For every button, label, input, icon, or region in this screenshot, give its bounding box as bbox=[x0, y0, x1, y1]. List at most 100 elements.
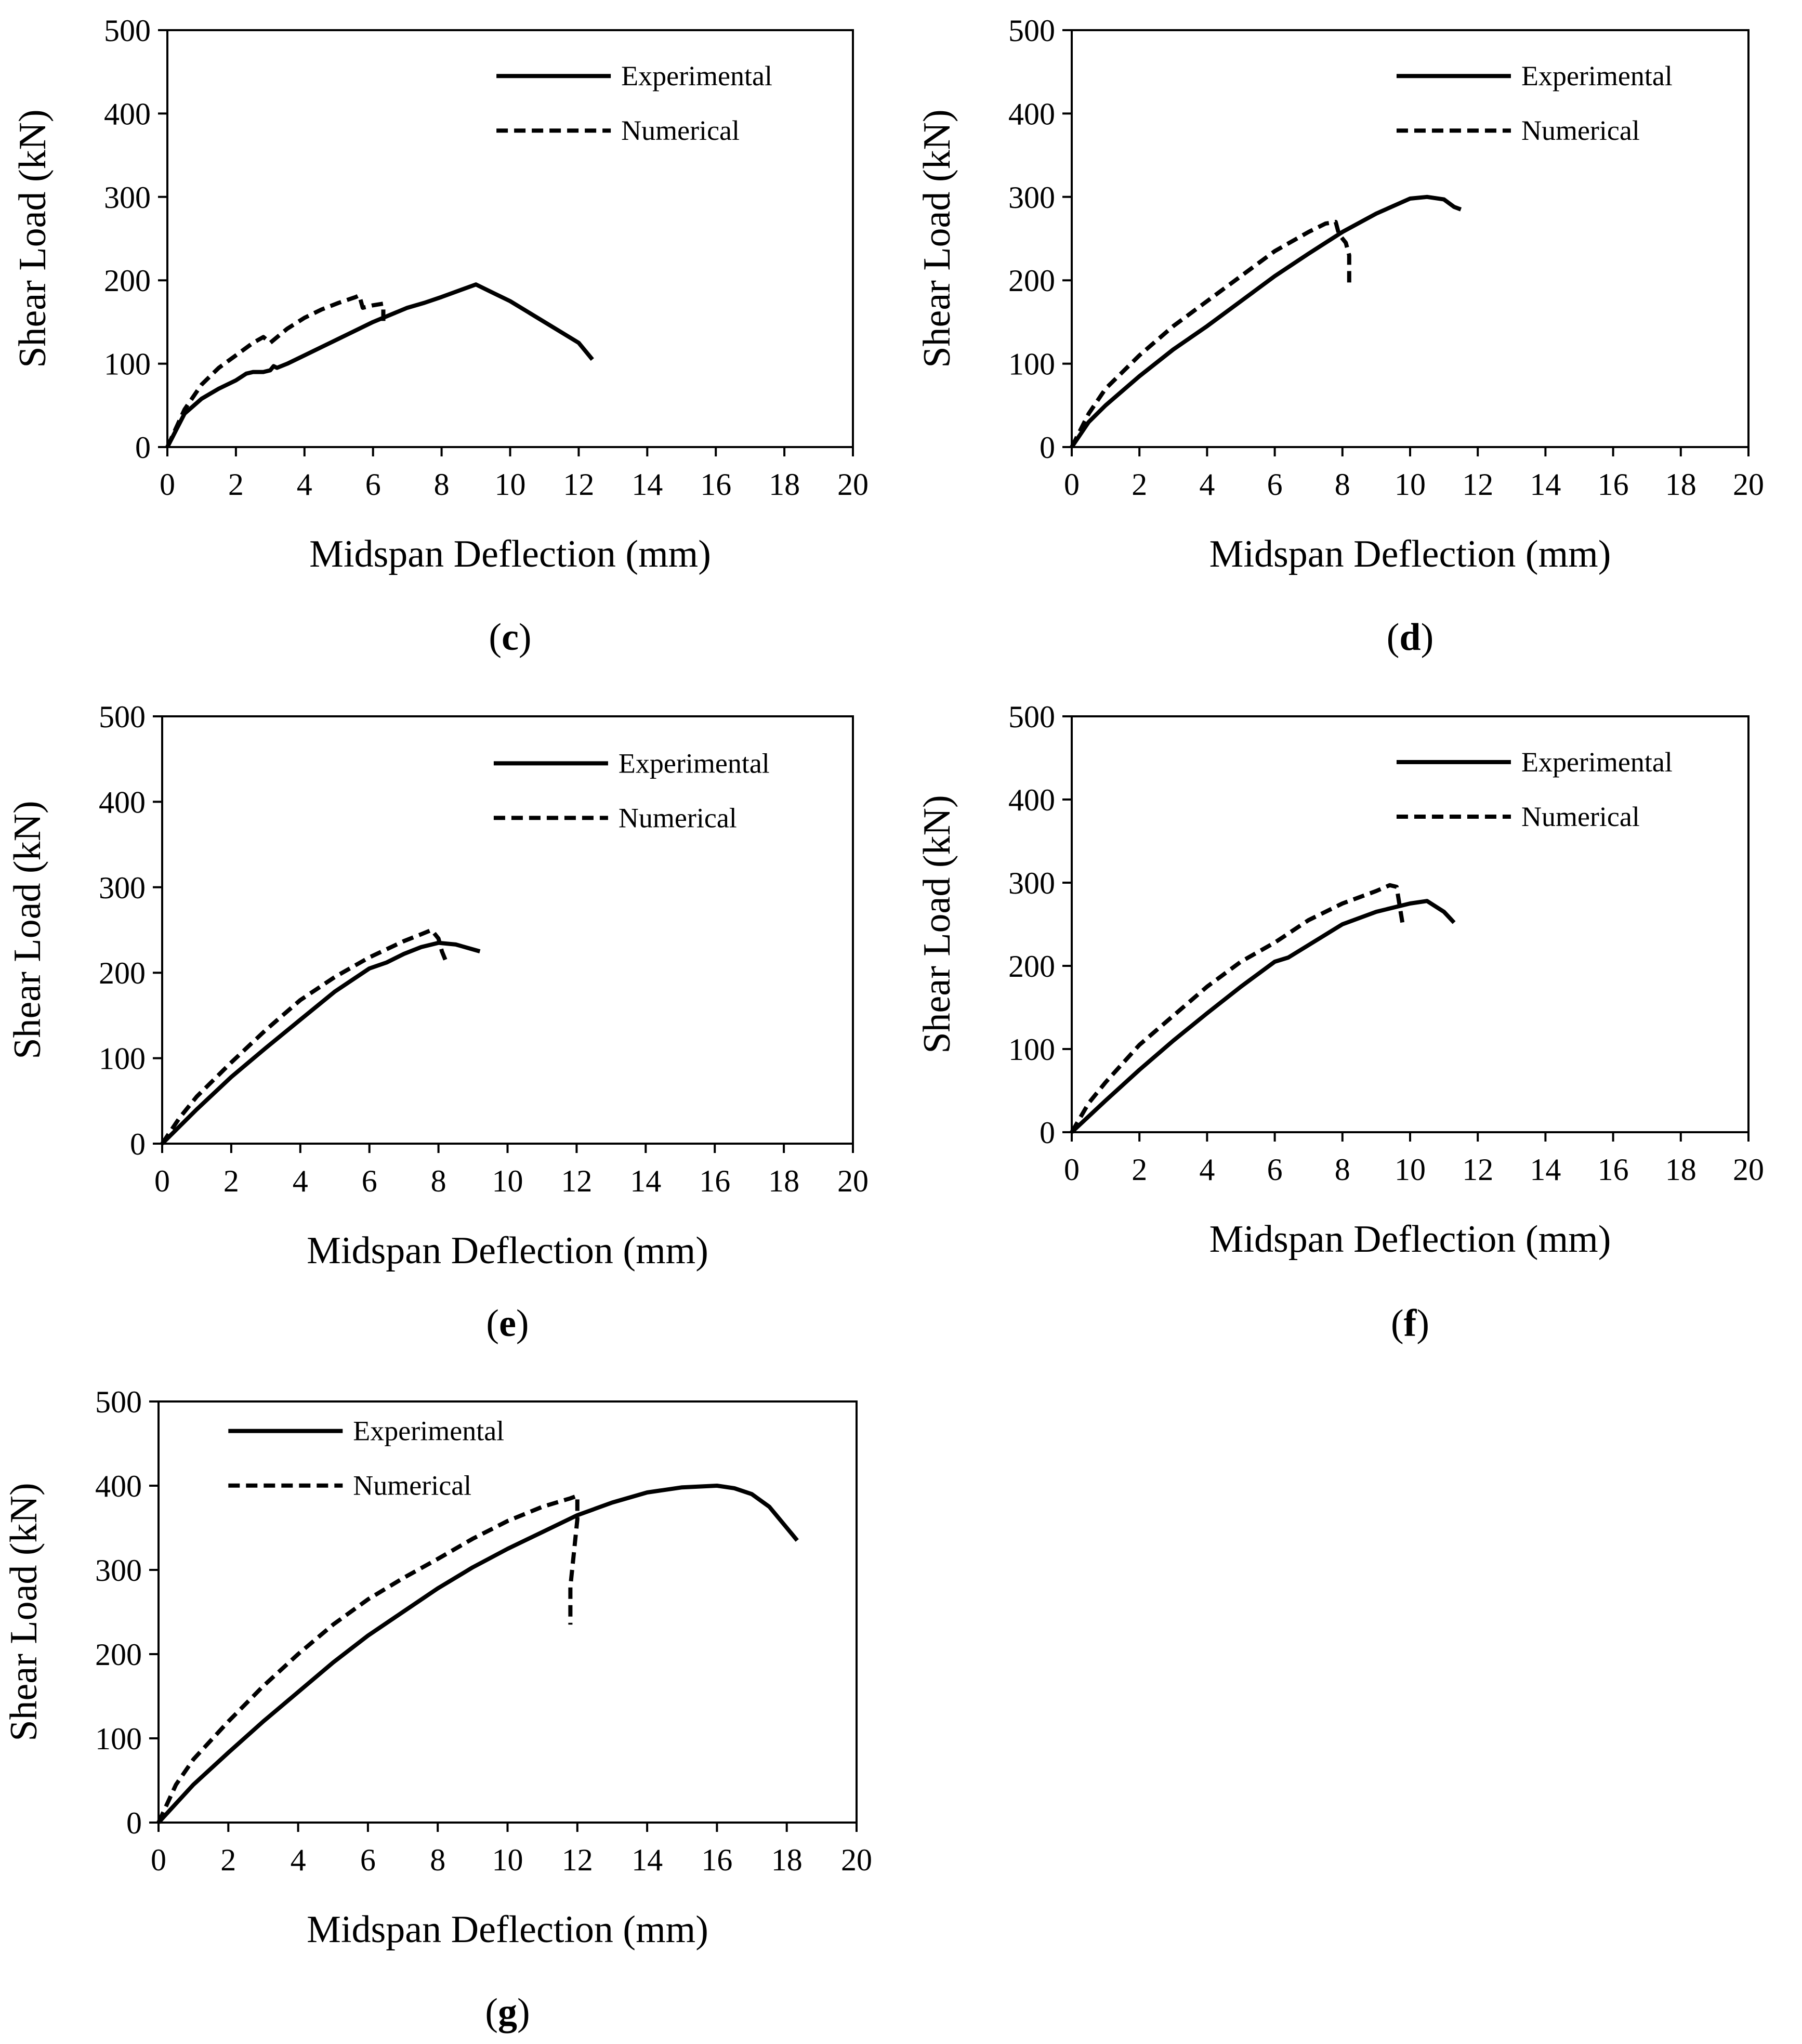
legend-label: Numerical bbox=[621, 115, 740, 146]
legend-label: Numerical bbox=[353, 1470, 471, 1501]
x-tick-label: 10 bbox=[492, 1843, 523, 1877]
series-line-numerical bbox=[165, 293, 386, 448]
x-tick-label: 16 bbox=[701, 1843, 732, 1877]
x-tick-label: 4 bbox=[297, 467, 312, 502]
x-tick-label: 0 bbox=[160, 467, 175, 502]
x-tick-label: 20 bbox=[1733, 1152, 1764, 1187]
y-tick-label: 200 bbox=[104, 264, 151, 298]
series-line-experimental bbox=[157, 1484, 799, 1824]
x-tick-label: 0 bbox=[1064, 1152, 1080, 1187]
x-tick-label: 4 bbox=[291, 1843, 306, 1877]
y-tick-label: 100 bbox=[99, 1042, 146, 1076]
x-tick-label: 2 bbox=[1132, 1152, 1147, 1187]
y-tick-label: 400 bbox=[99, 785, 146, 819]
x-tick-label: 4 bbox=[1199, 467, 1215, 502]
plot-frame bbox=[1071, 29, 1750, 448]
chart-panel-e: 0 100 200 300 400 500 0 2 4 6 8 10 12 14 16 18 20 Midspan… bbox=[6, 700, 869, 1345]
x-tick-label: 6 bbox=[1267, 467, 1283, 502]
series-line-numerical bbox=[1070, 219, 1351, 448]
y-tick-label: 400 bbox=[104, 97, 151, 131]
series-line-numerical bbox=[1070, 883, 1405, 1134]
x-tick-label: 20 bbox=[837, 467, 869, 502]
legend-label: Experimental bbox=[621, 60, 772, 91]
plot-frame bbox=[161, 715, 854, 1145]
plot-frame bbox=[157, 1400, 858, 1824]
x-tick-label: 16 bbox=[1598, 1152, 1629, 1187]
x-tick-label: 18 bbox=[771, 1843, 803, 1877]
y-tick-label: 300 bbox=[99, 871, 146, 905]
x-tick-label: 0 bbox=[1064, 467, 1080, 502]
chart-panel-f: 0 100 200 300 400 500 0 2 4 6 8 10 12 14 16 18 20 Midspan… bbox=[916, 700, 1764, 1345]
y-tick-label: 400 bbox=[1008, 97, 1055, 131]
y-tick-label: 500 bbox=[1008, 14, 1055, 48]
y-tick-label: 100 bbox=[104, 347, 151, 382]
y-axis-label: Shear Load (kN) bbox=[3, 1483, 45, 1741]
x-tick-label: 4 bbox=[1199, 1152, 1215, 1187]
x-tick-label: 4 bbox=[293, 1164, 308, 1198]
x-tick-label: 10 bbox=[1395, 467, 1426, 502]
series-line-experimental bbox=[1070, 899, 1456, 1134]
chart-panel-c: 0 100 200 300 400 500 0 2 4 6 8 10 12 14 16 18 20 Midspan… bbox=[11, 14, 869, 659]
x-tick-label: 16 bbox=[1598, 467, 1629, 502]
x-tick-label: 10 bbox=[495, 467, 526, 502]
x-axis-label: Midspan Deflection (mm) bbox=[307, 1908, 708, 1951]
x-tick-label: 2 bbox=[220, 1843, 236, 1877]
x-tick-label: 10 bbox=[1395, 1152, 1426, 1187]
x-tick-label: 6 bbox=[362, 1164, 377, 1198]
plot-frame bbox=[1071, 715, 1750, 1133]
y-tick-label: 500 bbox=[1008, 700, 1055, 734]
series-line-experimental bbox=[1070, 194, 1462, 449]
y-tick-label: 200 bbox=[99, 956, 146, 990]
x-axis-label: Midspan Deflection (mm) bbox=[1209, 533, 1611, 575]
series-line-numerical bbox=[156, 1493, 580, 1824]
x-tick-label: 2 bbox=[228, 467, 244, 502]
y-tick-label: 100 bbox=[1008, 347, 1055, 382]
x-tick-label: 20 bbox=[1733, 467, 1764, 502]
legend-label: Experimental bbox=[353, 1416, 504, 1447]
series-line-experimental bbox=[165, 282, 594, 448]
legend-label: Numerical bbox=[619, 802, 737, 833]
legend-label: Experimental bbox=[619, 748, 770, 779]
x-axis-label: Midspan Deflection (mm) bbox=[307, 1229, 708, 1272]
y-axis-label: Shear Load (kN) bbox=[916, 795, 958, 1053]
x-tick-label: 8 bbox=[1335, 1152, 1350, 1187]
chart-panel-g: 0 100 200 300 400 500 0 2 4 6 8 10 12 14 16 18 20 Midspan… bbox=[3, 1385, 872, 2034]
y-tick-label: 500 bbox=[99, 700, 146, 734]
y-tick-label: 200 bbox=[95, 1637, 142, 1672]
x-tick-label: 16 bbox=[699, 1164, 730, 1198]
panel-label: (d) bbox=[1387, 616, 1433, 659]
x-tick-label: 2 bbox=[1132, 467, 1147, 502]
x-tick-label: 6 bbox=[360, 1843, 376, 1877]
x-tick-label: 12 bbox=[1462, 467, 1493, 502]
panel-label: (g) bbox=[485, 1991, 530, 2034]
x-tick-label: 18 bbox=[1665, 467, 1696, 502]
plot-frame bbox=[166, 29, 854, 448]
x-tick-label: 12 bbox=[563, 467, 594, 502]
y-tick-label: 0 bbox=[1040, 1116, 1055, 1150]
x-axis-label: Midspan Deflection (mm) bbox=[1209, 1218, 1611, 1261]
panel-label: (e) bbox=[486, 1302, 529, 1345]
y-tick-label: 300 bbox=[95, 1553, 142, 1588]
x-tick-label: 8 bbox=[434, 467, 450, 502]
legend-label: Numerical bbox=[1521, 115, 1640, 146]
y-tick-label: 500 bbox=[95, 1385, 142, 1419]
x-axis-label: Midspan Deflection (mm) bbox=[309, 533, 711, 575]
y-tick-label: 100 bbox=[1008, 1032, 1055, 1067]
x-tick-label: 2 bbox=[223, 1164, 239, 1198]
y-tick-label: 400 bbox=[1008, 783, 1055, 817]
x-tick-label: 12 bbox=[561, 1164, 592, 1198]
y-tick-label: 0 bbox=[130, 1127, 146, 1161]
x-tick-label: 8 bbox=[430, 1843, 445, 1877]
y-tick-label: 200 bbox=[1008, 264, 1055, 298]
x-tick-label: 12 bbox=[562, 1843, 593, 1877]
x-tick-label: 18 bbox=[768, 1164, 799, 1198]
y-axis-label: Shear Load (kN) bbox=[916, 109, 958, 368]
y-axis-label: Shear Load (kN) bbox=[11, 109, 54, 368]
x-tick-label: 14 bbox=[1530, 467, 1561, 502]
legend-label: Numerical bbox=[1521, 801, 1640, 832]
y-tick-label: 300 bbox=[104, 180, 151, 215]
y-tick-label: 400 bbox=[95, 1469, 142, 1503]
x-tick-label: 14 bbox=[630, 1164, 661, 1198]
legend-label: Experimental bbox=[1521, 746, 1673, 778]
legend: Experimental Numerical bbox=[493, 748, 770, 833]
